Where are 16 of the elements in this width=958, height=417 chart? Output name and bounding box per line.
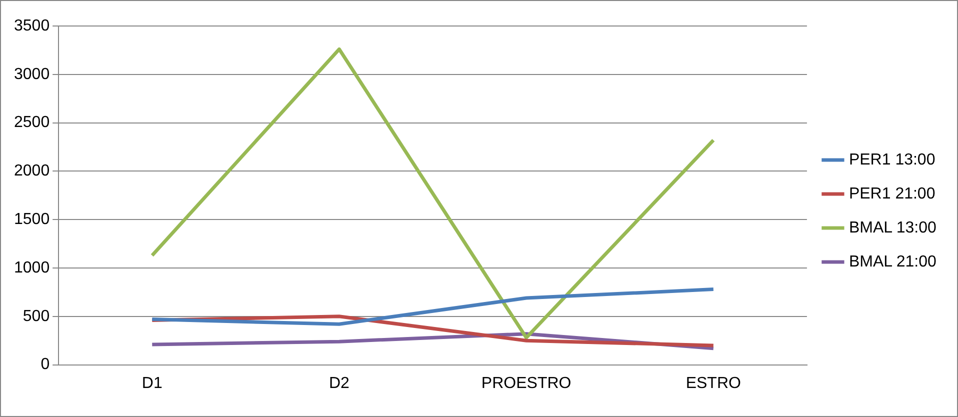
y-tick-label: 0 xyxy=(40,356,50,374)
legend-label: PER1 21:00 xyxy=(848,185,936,202)
y-tick-label: 2000 xyxy=(14,162,50,180)
x-tick-label: D2 xyxy=(329,374,350,392)
x-tick-label: PROESTRO xyxy=(481,374,572,392)
y-tick-label: 3000 xyxy=(14,66,50,83)
x-tick-label: D1 xyxy=(142,374,162,392)
y-tick-label: 1500 xyxy=(14,211,50,228)
legend-label: BMAL 13:00 xyxy=(848,219,937,236)
y-tick-label: 1000 xyxy=(14,259,50,276)
y-tick-label: 2500 xyxy=(14,114,50,132)
y-tick-label: 3500 xyxy=(14,17,50,34)
legend-label: PER1 13:00 xyxy=(848,151,936,168)
y-tick-label: 500 xyxy=(22,308,50,325)
legend-label: BMAL 21:00 xyxy=(848,253,937,270)
x-tick-label: ESTRO xyxy=(686,374,741,392)
